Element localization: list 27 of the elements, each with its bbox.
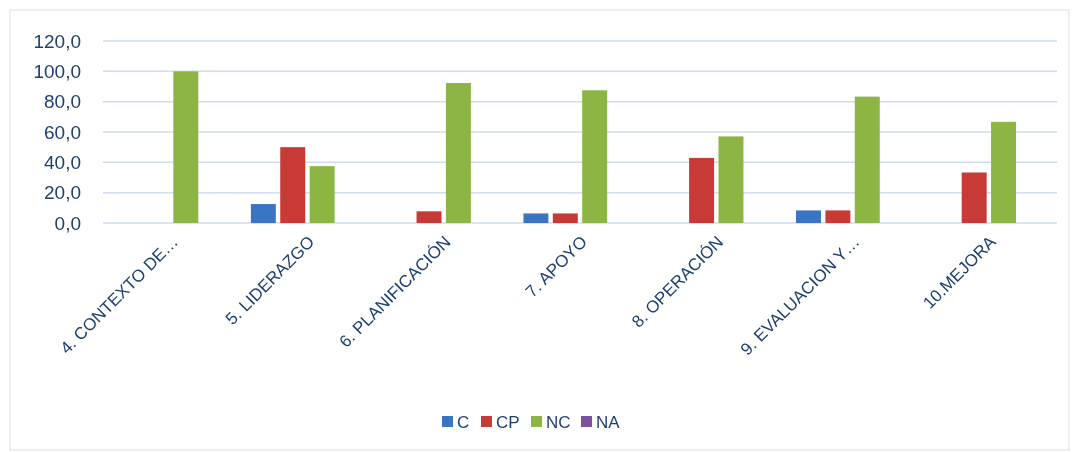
bar <box>689 157 715 223</box>
bar <box>445 83 471 223</box>
bar <box>582 90 608 223</box>
y-tick-label: 40,0 <box>44 151 81 173</box>
bar <box>854 96 880 223</box>
bar <box>718 136 744 223</box>
y-tick-label: 20,0 <box>44 182 81 204</box>
legend-label: NC <box>546 412 571 432</box>
y-tick-label: 80,0 <box>44 91 81 113</box>
legend-label: CP <box>496 412 520 432</box>
y-tick-label: 0,0 <box>54 212 81 234</box>
legend-label: C <box>457 412 470 432</box>
legend-label: NA <box>596 412 621 432</box>
bar <box>825 210 851 223</box>
bar <box>250 204 276 223</box>
bar <box>991 121 1017 223</box>
bar <box>552 213 578 223</box>
bar <box>961 172 987 223</box>
bar <box>416 211 442 223</box>
y-tick-label: 120,0 <box>33 30 81 52</box>
bar <box>796 210 821 223</box>
y-tick-label: 100,0 <box>33 60 81 82</box>
y-tick-label: 60,0 <box>44 121 81 143</box>
bar <box>280 147 306 223</box>
bar <box>523 213 549 223</box>
bar <box>173 71 199 223</box>
bar <box>309 166 335 223</box>
